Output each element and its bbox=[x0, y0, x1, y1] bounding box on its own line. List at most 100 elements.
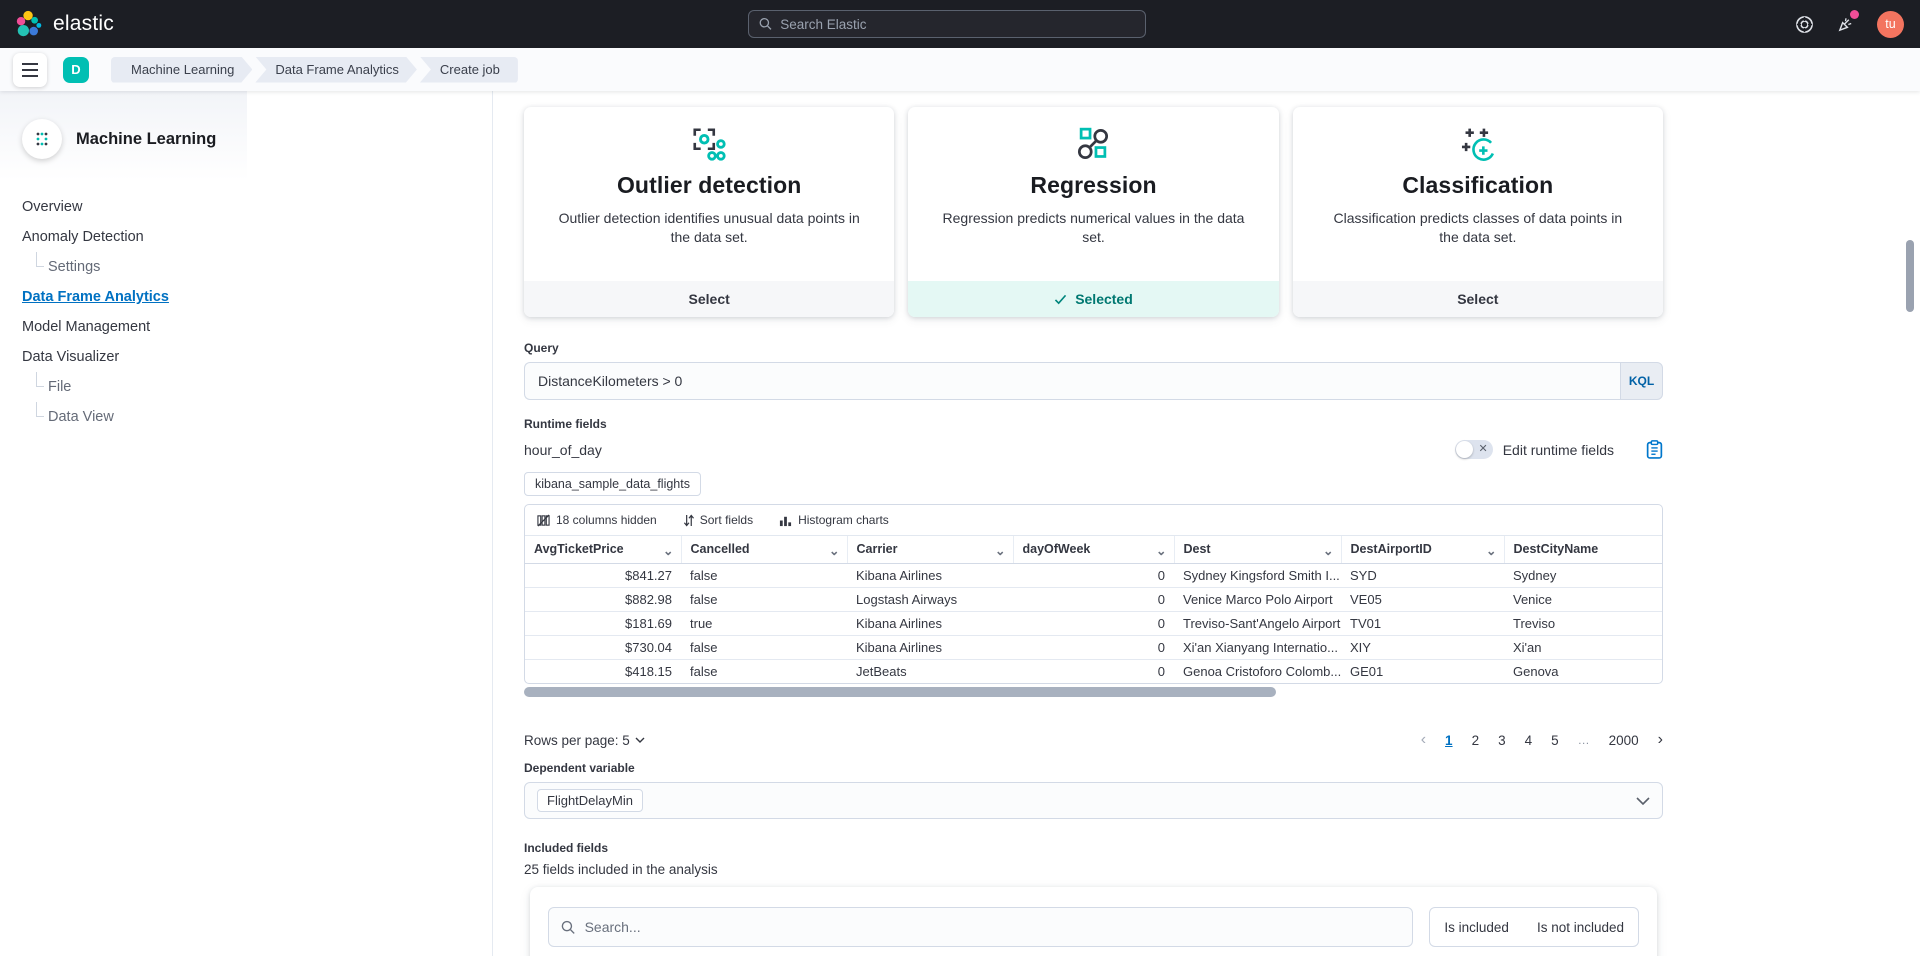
sidebar-item-anomaly-detection[interactable]: Anomaly Detection bbox=[22, 229, 144, 245]
dependent-variable-select[interactable]: FlightDelayMin bbox=[524, 782, 1663, 819]
runtime-fields-label: Runtime fields bbox=[524, 417, 607, 431]
elastic-logo[interactable]: elastic bbox=[0, 9, 240, 39]
newsfeed-icon bbox=[1838, 17, 1852, 31]
dependent-variable-value: FlightDelayMin bbox=[537, 789, 643, 812]
global-search-input[interactable] bbox=[780, 16, 1135, 32]
column-header-avgticketprice[interactable]: AvgTicketPrice ⌄ bbox=[525, 536, 682, 564]
help-icon[interactable] bbox=[1795, 15, 1814, 34]
sort-fields-button[interactable]: Sort fields bbox=[683, 513, 753, 527]
check-icon bbox=[1055, 294, 1067, 304]
chevron-down-icon bbox=[1636, 796, 1650, 805]
card-outlier-detection: Outlier detection Outlier detection iden… bbox=[524, 107, 895, 317]
sort-icon bbox=[683, 514, 694, 526]
global-search[interactable] bbox=[748, 10, 1146, 38]
card-regression: Regression Regression predicts numerical… bbox=[908, 107, 1279, 317]
card-title: Regression bbox=[1030, 172, 1157, 198]
page-2-button[interactable]: 2 bbox=[1471, 732, 1480, 748]
included-fields-panel: Is included Is not included Field name M… bbox=[530, 887, 1657, 956]
breadcrumb-machine-learning[interactable]: Machine Learning bbox=[111, 57, 252, 83]
table-row[interactable]: $882.98 false Logstash Airways 0 Venice Ma… bbox=[525, 587, 1662, 612]
card-title: Classification bbox=[1402, 172, 1554, 198]
content-divider bbox=[492, 91, 493, 956]
regression-icon bbox=[1074, 124, 1112, 164]
edit-runtime-fields-label: Edit runtime fields bbox=[1502, 441, 1614, 458]
card-description: Classification predicts classes of data … bbox=[1333, 210, 1623, 245]
machine-learning-app-icon bbox=[22, 119, 62, 159]
top-header: elastic bbox=[0, 0, 1920, 48]
chevron-down-icon bbox=[635, 737, 645, 743]
search-icon bbox=[759, 17, 772, 30]
previous-page-button[interactable]: ‹ bbox=[1420, 731, 1427, 748]
user-avatar[interactable]: tu bbox=[1877, 10, 1904, 38]
table-row[interactable]: $418.15 false JetBeats 0 Genoa Cristoforo … bbox=[625, 663, 1559, 679]
table-row[interactable]: $841.27 false Kibana Airlines 0 Sydney Kin… bbox=[525, 563, 1662, 588]
card-classification: Classification Classification predicts c… bbox=[1292, 107, 1663, 317]
is-not-included-filter[interactable]: Is not included bbox=[1536, 919, 1624, 935]
card-description: Outlier detection identifies unusual dat… bbox=[558, 210, 860, 245]
page-2000-button[interactable]: 2000 bbox=[1608, 732, 1639, 748]
source-data-grid: 18 columns hidden Sort fields Histo bbox=[524, 504, 1663, 684]
breadcrumb-create-job: Create job bbox=[419, 56, 518, 83]
page-scrollbar[interactable] bbox=[1906, 240, 1914, 312]
toggle-knob bbox=[1455, 441, 1473, 458]
sidebar-item-data-visualizer[interactable]: Data Visualizer bbox=[22, 349, 120, 365]
select-classification-button[interactable]: Select bbox=[1292, 281, 1663, 317]
sidebar-item-overview[interactable]: Overview bbox=[22, 199, 83, 215]
columns-hidden-button[interactable]: 18 columns hidden bbox=[537, 513, 657, 527]
fields-search-input[interactable] bbox=[584, 919, 1401, 935]
page-3-button[interactable]: 3 bbox=[1498, 732, 1506, 748]
copy-to-clipboard-icon[interactable] bbox=[1646, 440, 1663, 459]
table-row[interactable]: $181.69 true Kibana Airlines 0 Treviso-San… bbox=[525, 611, 1662, 636]
rows-per-page-button[interactable]: Rows per page: 5 bbox=[524, 733, 645, 748]
toggle-off-x-icon: ✕ bbox=[1478, 443, 1488, 455]
sidebar-item-file[interactable]: File bbox=[36, 372, 227, 395]
is-included-filter[interactable]: Is included bbox=[1444, 919, 1509, 935]
included-fields-count: 25 fields included in the analysis bbox=[524, 862, 718, 877]
sidebar-item-data-view[interactable]: Data View bbox=[36, 402, 227, 425]
card-title: Outlier detection bbox=[616, 172, 802, 198]
source-index-badge[interactable]: kibana_sample_data_flights bbox=[524, 472, 701, 496]
newsfeed-button[interactable] bbox=[1836, 9, 1859, 34]
next-page-button[interactable]: › bbox=[1657, 731, 1663, 748]
breadcrumb-data-frame-analytics[interactable]: Data Frame Analytics bbox=[255, 57, 417, 83]
breadcrumb: Machine Learning Data Frame Analytics Cr… bbox=[111, 56, 521, 83]
included-fields-label: Included fields bbox=[524, 841, 609, 855]
table-row[interactable]: $730.04 false Kibana Airlines 0 Xi'an Xian… bbox=[525, 635, 1662, 660]
sidebar-item-data-frame-analytics[interactable]: Data Frame Analytics bbox=[22, 289, 169, 305]
column-header-dayofweek[interactable]: dayOfWeek ⌄ bbox=[1013, 536, 1175, 564]
histogram-icon bbox=[780, 516, 792, 526]
edit-runtime-fields-toggle[interactable]: ✕ bbox=[1454, 440, 1493, 459]
histogram-charts-button[interactable]: Histogram charts bbox=[779, 513, 889, 527]
search-icon bbox=[561, 920, 575, 934]
grid-pagination: Rows per page: 5 ‹ 1 2 3 4 5 … 2000 › bbox=[524, 731, 1663, 749]
column-header-dest[interactable]: Dest ⌄ bbox=[1174, 536, 1342, 564]
elastic-logo-icon bbox=[16, 10, 42, 37]
classification-icon bbox=[1459, 124, 1497, 164]
breadcrumb-bar: D Machine Learning Data Frame Analytics … bbox=[0, 48, 1920, 91]
sidebar-item-model-management[interactable]: Model Management bbox=[22, 319, 151, 335]
sidebar-title: Machine Learning bbox=[76, 129, 217, 148]
page-5-button[interactable]: 5 bbox=[1551, 732, 1559, 748]
page-4-button[interactable]: 4 bbox=[1524, 732, 1533, 748]
ml-sidebar: Machine Learning Overview Anomaly Detect… bbox=[0, 91, 247, 956]
card-description: Regression predicts numerical values in … bbox=[942, 210, 1245, 245]
query-input[interactable] bbox=[524, 362, 1620, 400]
select-outlier-detection-button[interactable]: Select bbox=[524, 281, 895, 317]
hamburger-icon bbox=[22, 62, 38, 77]
outlier-detection-icon bbox=[690, 124, 728, 164]
sidebar-item-settings[interactable]: Settings bbox=[36, 252, 227, 275]
column-header-destcityname[interactable]: DestCityName bbox=[1504, 536, 1662, 564]
create-job-wizard: Outlier detection Outlier detection iden… bbox=[524, 91, 1663, 956]
fields-filter-group: Is included Is not included bbox=[1429, 907, 1639, 947]
space-badge[interactable]: D bbox=[63, 56, 89, 83]
column-header-destairportid[interactable]: DestAirportID ⌄ bbox=[1341, 536, 1505, 564]
regression-selected-button[interactable]: Selected bbox=[908, 281, 1279, 317]
fields-search[interactable] bbox=[548, 907, 1414, 947]
horizontal-scrollbar[interactable] bbox=[524, 687, 1276, 697]
kql-language-button[interactable]: KQL bbox=[1620, 362, 1663, 400]
menu-button[interactable] bbox=[13, 52, 47, 87]
page-1-button[interactable]: 1 bbox=[1445, 732, 1453, 748]
column-header-cancelled[interactable]: Cancelled ⌄ bbox=[681, 536, 848, 564]
column-header-carrier[interactable]: Carrier ⌄ bbox=[847, 536, 1014, 564]
